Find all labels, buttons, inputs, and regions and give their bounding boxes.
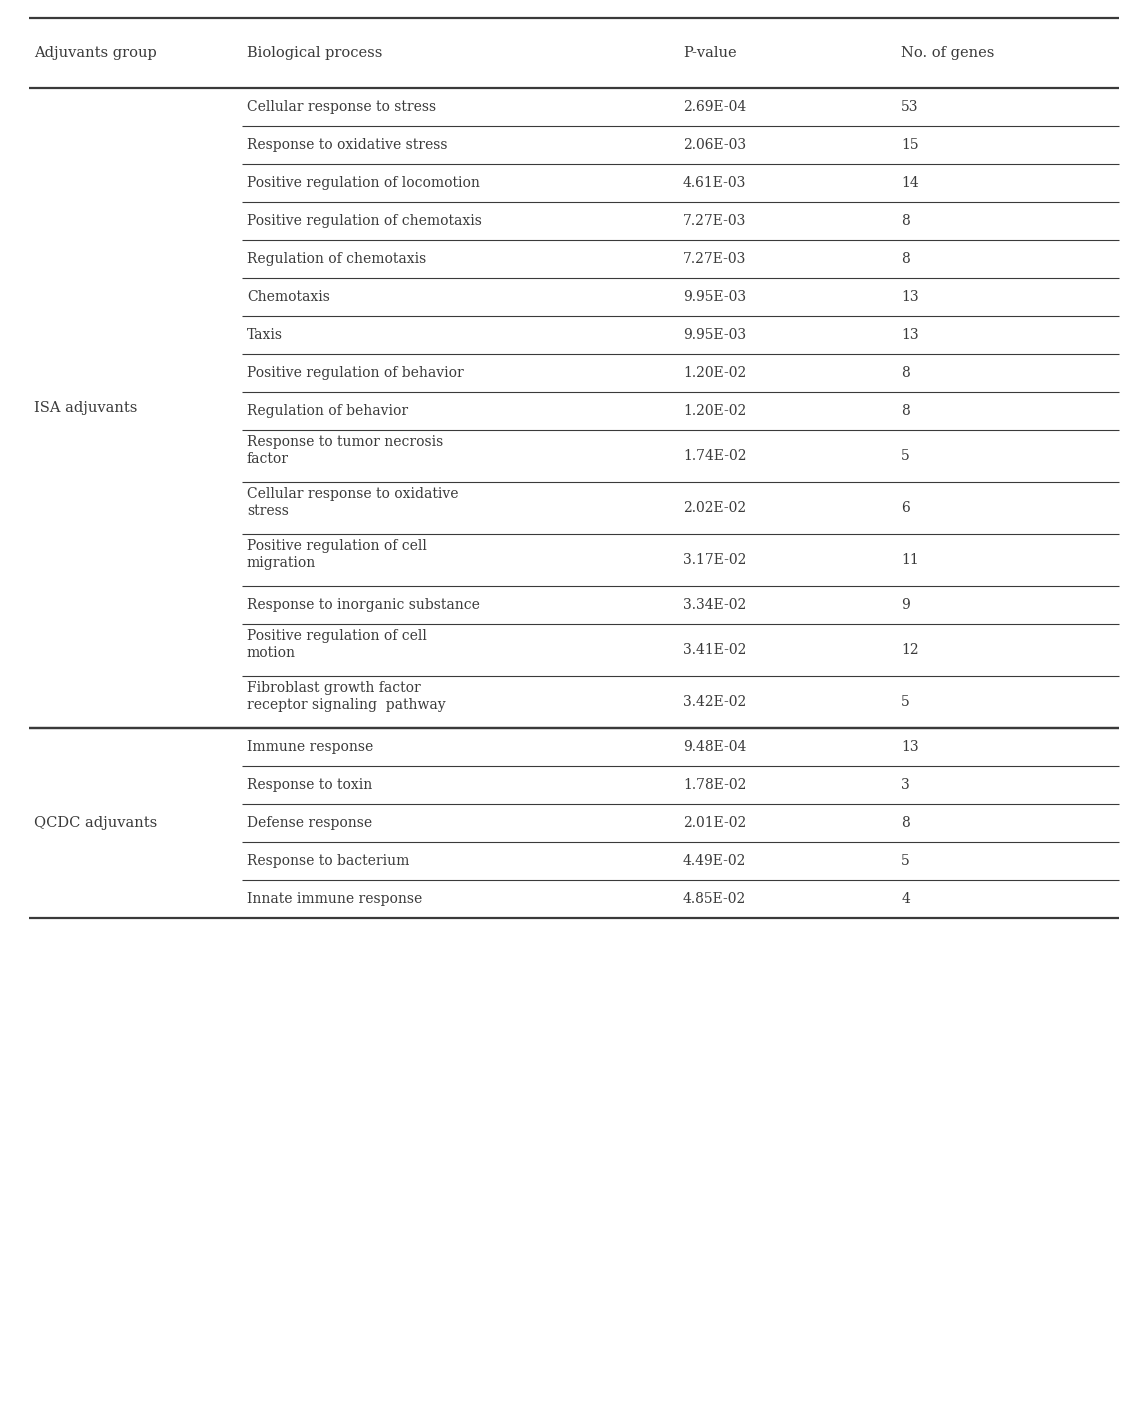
Text: 11: 11 [901, 553, 918, 567]
Text: Response to inorganic substance: Response to inorganic substance [247, 598, 480, 612]
Text: 6: 6 [901, 501, 910, 515]
Text: 1.20E-02: 1.20E-02 [683, 366, 746, 380]
Text: Response to oxidative stress: Response to oxidative stress [247, 138, 448, 152]
Text: 8: 8 [901, 404, 910, 418]
Text: ISA adjuvants: ISA adjuvants [34, 401, 138, 415]
Text: Cellular response to oxidative
stress: Cellular response to oxidative stress [247, 487, 458, 518]
Text: 7.27E-03: 7.27E-03 [683, 252, 746, 266]
Text: Response to bacterium: Response to bacterium [247, 854, 409, 868]
Text: Biological process: Biological process [247, 46, 382, 61]
Text: 9.95E-03: 9.95E-03 [683, 328, 746, 342]
Text: Response to toxin: Response to toxin [247, 778, 372, 792]
Text: 3.42E-02: 3.42E-02 [683, 695, 746, 709]
Text: 4.61E-03: 4.61E-03 [683, 176, 746, 190]
Text: 7.27E-03: 7.27E-03 [683, 214, 746, 228]
Text: 5: 5 [901, 449, 910, 463]
Text: 9.95E-03: 9.95E-03 [683, 290, 746, 304]
Text: 3.34E-02: 3.34E-02 [683, 598, 746, 612]
Text: Regulation of behavior: Regulation of behavior [247, 404, 408, 418]
Text: Fibroblast growth factor
receptor signaling  pathway: Fibroblast growth factor receptor signal… [247, 681, 445, 712]
Text: 8: 8 [901, 366, 910, 380]
Text: Defense response: Defense response [247, 816, 372, 830]
Text: Regulation of chemotaxis: Regulation of chemotaxis [247, 252, 426, 266]
Text: Positive regulation of chemotaxis: Positive regulation of chemotaxis [247, 214, 482, 228]
Text: 8: 8 [901, 252, 910, 266]
Text: Innate immune response: Innate immune response [247, 892, 422, 906]
Text: 13: 13 [901, 290, 918, 304]
Text: 3.17E-02: 3.17E-02 [683, 553, 746, 567]
Text: 3.41E-02: 3.41E-02 [683, 643, 746, 657]
Text: 4.49E-02: 4.49E-02 [683, 854, 746, 868]
Text: 8: 8 [901, 816, 910, 830]
Text: 9.48E-04: 9.48E-04 [683, 740, 746, 754]
Text: Positive regulation of cell
migration: Positive regulation of cell migration [247, 539, 427, 570]
Text: 15: 15 [901, 138, 918, 152]
Text: Positive regulation of behavior: Positive regulation of behavior [247, 366, 464, 380]
Text: Taxis: Taxis [247, 328, 282, 342]
Text: 5: 5 [901, 854, 910, 868]
Text: 2.06E-03: 2.06E-03 [683, 138, 746, 152]
Text: 5: 5 [901, 695, 910, 709]
Text: Immune response: Immune response [247, 740, 373, 754]
Text: Cellular response to stress: Cellular response to stress [247, 100, 436, 114]
Text: 9: 9 [901, 598, 910, 612]
Text: 1.20E-02: 1.20E-02 [683, 404, 746, 418]
Text: Adjuvants group: Adjuvants group [34, 46, 157, 61]
Text: 2.02E-02: 2.02E-02 [683, 501, 746, 515]
Text: 4.85E-02: 4.85E-02 [683, 892, 746, 906]
Text: 4: 4 [901, 892, 910, 906]
Text: 3: 3 [901, 778, 910, 792]
Text: Chemotaxis: Chemotaxis [247, 290, 329, 304]
Text: QCDC adjuvants: QCDC adjuvants [34, 816, 157, 830]
Text: No. of genes: No. of genes [901, 46, 994, 61]
Text: Response to tumor necrosis
factor: Response to tumor necrosis factor [247, 435, 443, 466]
Text: 2.01E-02: 2.01E-02 [683, 816, 746, 830]
Text: 2.69E-04: 2.69E-04 [683, 100, 746, 114]
Text: 13: 13 [901, 328, 918, 342]
Text: 8: 8 [901, 214, 910, 228]
Text: 1.78E-02: 1.78E-02 [683, 778, 746, 792]
Text: 53: 53 [901, 100, 918, 114]
Text: 12: 12 [901, 643, 918, 657]
Text: P-value: P-value [683, 46, 737, 61]
Text: Positive regulation of locomotion: Positive regulation of locomotion [247, 176, 480, 190]
Text: Positive regulation of cell
motion: Positive regulation of cell motion [247, 629, 427, 660]
Text: 14: 14 [901, 176, 918, 190]
Text: 1.74E-02: 1.74E-02 [683, 449, 746, 463]
Text: 13: 13 [901, 740, 918, 754]
